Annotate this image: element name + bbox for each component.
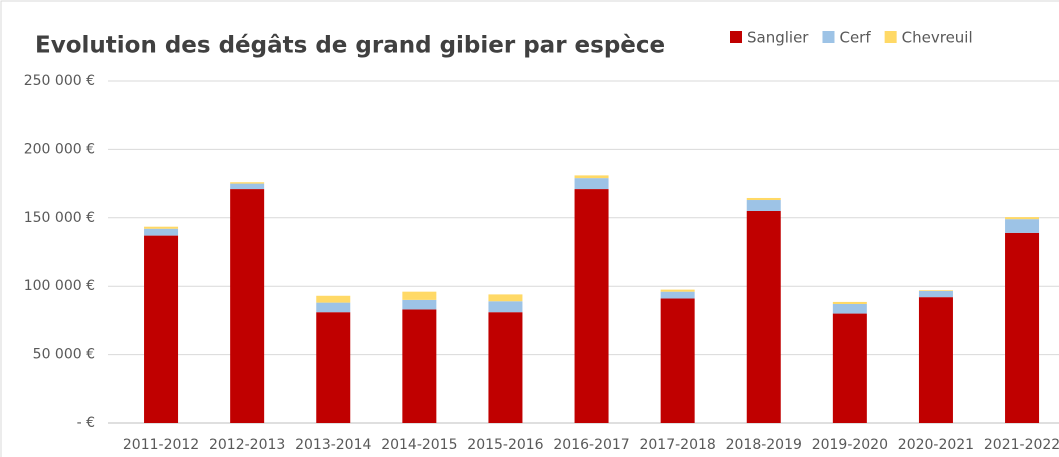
bar-segment xyxy=(918,297,953,423)
bar-segment xyxy=(402,309,437,423)
y-tick-label: 250 000 € xyxy=(24,73,95,89)
bar-segment xyxy=(488,312,523,423)
bar-segment xyxy=(488,301,523,313)
legend-swatch xyxy=(822,31,835,43)
x-tick-label: 2021-2022 xyxy=(984,437,1059,453)
bar-segment xyxy=(832,301,867,304)
bar-segment xyxy=(746,200,781,211)
y-tick-label: 150 000 € xyxy=(24,210,95,226)
bar-segment xyxy=(832,313,867,423)
bar-segment xyxy=(144,228,179,236)
bar-segment xyxy=(230,183,265,190)
bar-segment xyxy=(918,290,953,298)
x-tick-label: 2013-2014 xyxy=(295,437,371,453)
bar-segment xyxy=(230,189,265,423)
bar-segment xyxy=(832,303,867,314)
chart-title: Evolution des dégâts de grand gibier par… xyxy=(35,33,665,59)
bar-segment xyxy=(316,295,351,303)
bar-segment xyxy=(918,290,953,291)
x-tick-label: 2016-2017 xyxy=(553,437,629,453)
x-tick-label: 2014-2015 xyxy=(381,437,457,453)
bar-segment xyxy=(660,298,695,423)
bar-segment xyxy=(574,175,609,179)
y-tick-label: 100 000 € xyxy=(24,278,95,294)
bar-segment xyxy=(746,197,781,201)
legend-label: Sanglier xyxy=(747,29,809,47)
bar-segment xyxy=(402,291,437,300)
x-tick-label: 2017-2018 xyxy=(639,437,715,453)
bar-segment xyxy=(144,226,179,229)
x-tick-label: 2020-2021 xyxy=(898,437,974,453)
bar-segment xyxy=(488,294,523,302)
bar-segment xyxy=(1005,217,1040,220)
bar-segment xyxy=(660,291,695,299)
y-tick-label: 50 000 € xyxy=(33,347,95,363)
legend-swatch xyxy=(884,31,897,43)
bar-segment xyxy=(316,302,351,313)
bar-segment xyxy=(746,210,781,423)
x-tick-label: 2019-2020 xyxy=(812,437,888,453)
bar-segment xyxy=(316,312,351,423)
legend-swatch xyxy=(730,31,742,43)
legend-label: Chevreuil xyxy=(902,29,973,47)
y-tick-label: - € xyxy=(77,415,95,431)
bar-segment xyxy=(402,299,437,310)
x-tick-label: 2018-2019 xyxy=(726,437,802,453)
bar-segment xyxy=(660,289,695,292)
legend-label: Cerf xyxy=(839,29,871,47)
x-tick-label: 2015-2016 xyxy=(467,437,543,453)
bar-segment xyxy=(574,189,609,423)
bar-segment xyxy=(144,235,179,423)
y-tick-label: 200 000 € xyxy=(24,141,95,157)
bar-segment xyxy=(230,182,265,184)
bar-segment xyxy=(574,178,609,190)
x-tick-label: 2011-2012 xyxy=(123,437,199,453)
x-tick-label: 2012-2013 xyxy=(209,437,285,453)
bar-segment xyxy=(1005,232,1040,423)
bar-segment xyxy=(1005,219,1040,233)
